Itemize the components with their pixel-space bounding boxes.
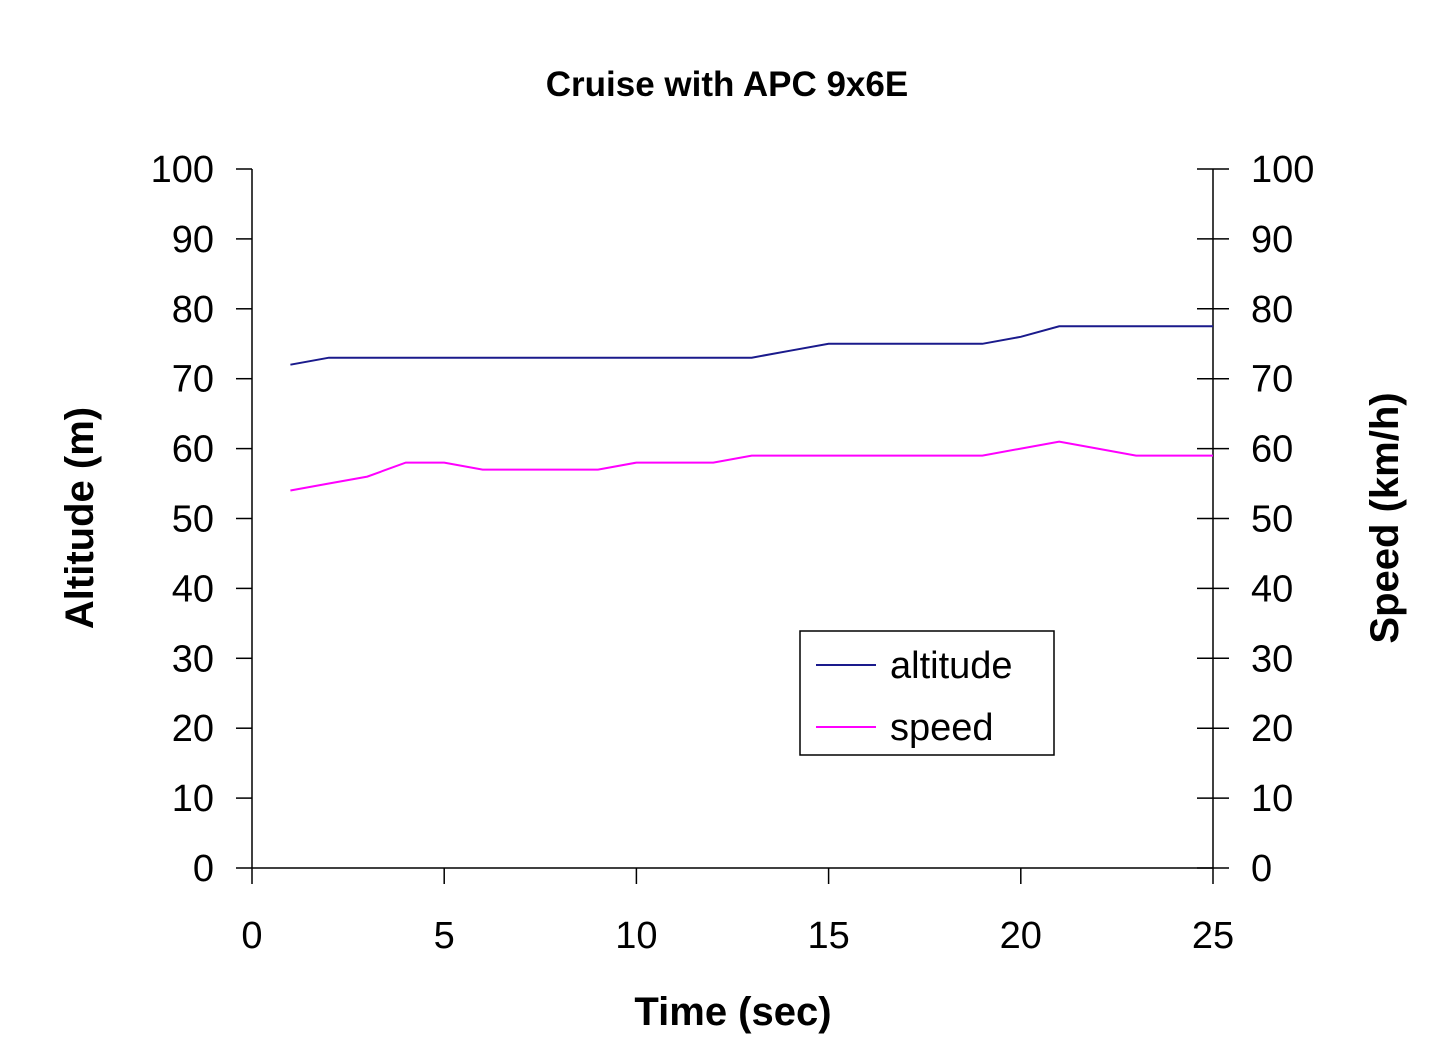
left-y-tick-label: 0 bbox=[193, 848, 214, 890]
right-y-tick-label: 60 bbox=[1251, 429, 1293, 471]
x-tick-label: 20 bbox=[1000, 915, 1042, 957]
legend-box bbox=[799, 630, 1055, 756]
left-y-tick-label: 10 bbox=[172, 778, 214, 820]
right-y-tick-label: 20 bbox=[1251, 708, 1293, 750]
right-y-tick-label: 90 bbox=[1251, 219, 1293, 261]
left-y-tick-label: 100 bbox=[151, 149, 214, 191]
left-y-tick-label: 40 bbox=[172, 568, 214, 610]
left-y-tick-label: 30 bbox=[172, 638, 214, 680]
series-line-speed bbox=[290, 440, 1213, 492]
right-y-tick-label: 0 bbox=[1251, 848, 1272, 890]
right-y-tick-label: 50 bbox=[1251, 499, 1293, 541]
x-tick-label: 15 bbox=[807, 915, 849, 957]
left-y-tick-label: 60 bbox=[172, 429, 214, 471]
right-y-tick-label: 100 bbox=[1251, 149, 1314, 191]
right-y-tick-label: 40 bbox=[1251, 568, 1293, 610]
left-y-tick-label: 50 bbox=[172, 499, 214, 541]
x-tick-label: 10 bbox=[615, 915, 657, 957]
x-tick-label: 0 bbox=[241, 915, 262, 957]
left-y-tick-label: 70 bbox=[172, 359, 214, 401]
chart-area bbox=[40, 35, 1430, 1056]
legend: altitude speed bbox=[799, 630, 1055, 756]
x-tick-label: 25 bbox=[1192, 915, 1234, 957]
right-y-tick-label: 10 bbox=[1251, 778, 1293, 820]
left-y-tick-label: 20 bbox=[172, 708, 214, 750]
series-layer bbox=[290, 325, 1213, 492]
left-y-axis-title: Altitude (m) bbox=[58, 407, 102, 629]
right-y-tick-label: 70 bbox=[1251, 359, 1293, 401]
right-y-axis-title: Speed (km/h) bbox=[1363, 392, 1407, 643]
x-tick-label: 5 bbox=[434, 915, 455, 957]
legend-label-altitude: altitude bbox=[890, 645, 1013, 687]
right-y-tick-label: 80 bbox=[1251, 289, 1293, 331]
chart-title: Cruise with APC 9x6E bbox=[546, 65, 908, 104]
series-line-altitude bbox=[290, 325, 1213, 366]
left-y-tick-label: 90 bbox=[172, 219, 214, 261]
legend-label-speed: speed bbox=[890, 707, 994, 749]
x-axis-title: Time (sec) bbox=[634, 990, 831, 1034]
right-y-tick-label: 30 bbox=[1251, 638, 1293, 680]
left-y-tick-label: 80 bbox=[172, 289, 214, 331]
